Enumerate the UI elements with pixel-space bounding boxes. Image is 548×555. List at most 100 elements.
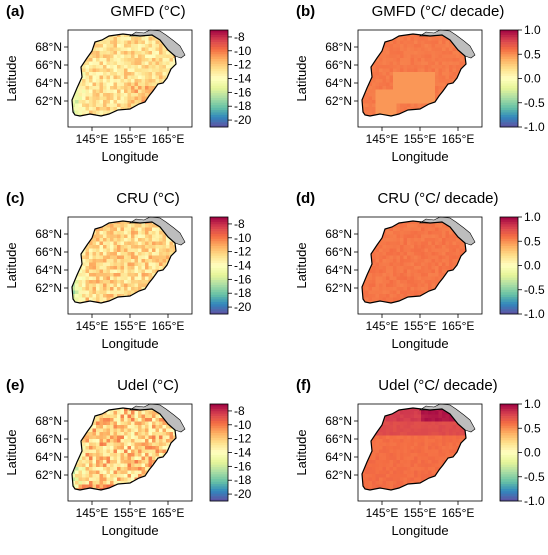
lat-tick-label: 68°N (325, 227, 352, 241)
lon-tick-label: 145°E (76, 319, 109, 333)
colorbar-tick-label: 0.0 (524, 259, 541, 273)
lat-tick-label: 68°N (325, 40, 352, 54)
lon-tick-label: 145°E (76, 506, 109, 520)
x-axis-label: Longitude (391, 149, 448, 164)
lon-tick-label: 165°E (152, 319, 185, 333)
x-axis-label: Longitude (391, 523, 448, 538)
panel-b: 68°N 66°N 64°N 62°N 145°E 155°E 165°E Longitude… (294, 3, 545, 164)
lon-tick-label: 155°E (114, 506, 147, 520)
lat-tick-label: 64°N (35, 76, 62, 90)
colorbar-tick-label: -20 (234, 487, 252, 501)
panel-title: Udel (°C) (117, 377, 179, 394)
lat-tick-label: 64°N (325, 76, 352, 90)
y-axis-label: Latitude (4, 429, 19, 475)
colorbar-tick-label: -10 (234, 231, 252, 245)
lon-tick-label: 145°E (366, 506, 399, 520)
colorbar: -8-10-12-14-16-18-20 (210, 30, 252, 127)
colorbar-tick-label: -8 (234, 217, 245, 231)
lat-tick-label: 62°N (325, 94, 352, 108)
colorbar-tick-label: -16 (234, 272, 252, 286)
colorbar: 1.00.50.0-0.5-1.0 (500, 23, 545, 134)
panel-letter: (a) (6, 3, 24, 20)
panel-letter: (e) (6, 377, 24, 394)
colorbar-tick-label: -1.0 (524, 307, 545, 321)
colorbar-tick-label: -0.5 (524, 470, 545, 484)
lon-tick-label: 145°E (366, 319, 399, 333)
x-axis-label: Longitude (101, 523, 158, 538)
colorbar-tick-label: -20 (234, 113, 252, 127)
colorbar-tick-label: -18 (234, 473, 252, 487)
colorbar-tick-label: -8 (234, 30, 245, 44)
panel-letter: (c) (6, 190, 24, 207)
x-axis-label: Longitude (101, 149, 158, 164)
lat-tick-label: 62°N (35, 468, 62, 482)
y-axis-label: Latitude (294, 242, 309, 288)
y-axis-label: Latitude (294, 429, 309, 475)
colorbar-tick-label: -14 (234, 72, 252, 86)
lon-tick-label: 155°E (404, 132, 437, 146)
colorbar-tick-label: 0.0 (524, 446, 541, 460)
lat-tick-label: 62°N (35, 94, 62, 108)
colorbar: 1.0 0.5 0.0 -0.5 -1.0 (500, 397, 545, 508)
x-axis-label: Longitude (101, 336, 158, 351)
lon-tick-label: 165°E (152, 132, 185, 146)
colorbar-tick-label: -14 (234, 446, 252, 460)
lat-tick-label: 68°N (325, 414, 352, 428)
colorbar-tick-label: 1.0 (524, 397, 541, 411)
colorbar-tick-label: 1.0 (524, 23, 541, 37)
colorbar-tick-label: -10 (234, 44, 252, 58)
x-axis-label: Longitude (391, 336, 448, 351)
lat-tick-label: 66°N (325, 245, 352, 259)
panel-e: 68°N 66°N 64°N 62°N 145°E 155°E 165°E Longitude… (4, 377, 252, 538)
lon-tick-label: 165°E (152, 506, 185, 520)
lat-tick-label: 64°N (35, 450, 62, 464)
colorbar-tick-label: 0.5 (524, 421, 541, 435)
colorbar-tick-label: 1.0 (524, 210, 541, 224)
colorbar-tick-label: 0.5 (524, 234, 541, 248)
lat-tick-label: 66°N (325, 432, 352, 446)
lat-tick-label: 64°N (325, 450, 352, 464)
panel-letter: (d) (296, 190, 315, 207)
y-axis-label: Latitude (4, 242, 19, 288)
colorbar: -8-10-12-14-16-18-20 (210, 217, 252, 314)
lat-tick-label: 66°N (35, 58, 62, 72)
lon-tick-label: 165°E (442, 506, 475, 520)
colorbar-tick-label: -12 (234, 58, 252, 72)
panel-c: 68°N 66°N 64°N 62°N 145°E 155°E 165°E Longitude… (4, 190, 252, 351)
lat-tick-label: 68°N (35, 414, 62, 428)
lat-tick-label: 64°N (35, 263, 62, 277)
colorbar-tick-label: -12 (234, 245, 252, 259)
colorbar-tick-label: -8 (234, 404, 245, 418)
lat-tick-label: 68°N (35, 40, 62, 54)
colorbar: -8-10-12-14-16-18-20 (210, 404, 252, 501)
lat-tick-label: 68°N (35, 227, 62, 241)
lon-tick-label: 165°E (442, 319, 475, 333)
colorbar: 1.0 0.5 0.0 -0.5 -1.0 (500, 210, 545, 321)
colorbar-tick-label: -18 (234, 286, 252, 300)
colorbar-tick-label: -16 (234, 459, 252, 473)
y-axis-label: Latitude (4, 55, 19, 101)
lon-tick-label: 155°E (114, 132, 147, 146)
lat-tick-label: 64°N (325, 263, 352, 277)
lat-tick-label: 66°N (325, 58, 352, 72)
lon-tick-label: 165°E (442, 132, 475, 146)
lat-tick-label: 66°N (35, 432, 62, 446)
colorbar-tick-label: 0.0 (524, 72, 541, 86)
lat-tick-label: 66°N (35, 245, 62, 259)
colorbar-tick-label: -0.5 (524, 283, 545, 297)
colorbar-tick-label: -1.0 (524, 494, 545, 508)
panel-letter: (b) (296, 3, 315, 20)
panel-title: GMFD (°C) (110, 3, 185, 20)
lon-tick-label: 155°E (404, 506, 437, 520)
colorbar-tick-label: -1.0 (524, 120, 545, 134)
lon-tick-label: 155°E (114, 319, 147, 333)
colorbar-tick-label: -0.5 (524, 96, 545, 110)
panel-title: CRU (°C) (116, 190, 180, 207)
lat-tick-label: 62°N (35, 281, 62, 295)
lon-tick-label: 145°E (366, 132, 399, 146)
panel-title: Udel (°C/ decade) (378, 377, 497, 394)
